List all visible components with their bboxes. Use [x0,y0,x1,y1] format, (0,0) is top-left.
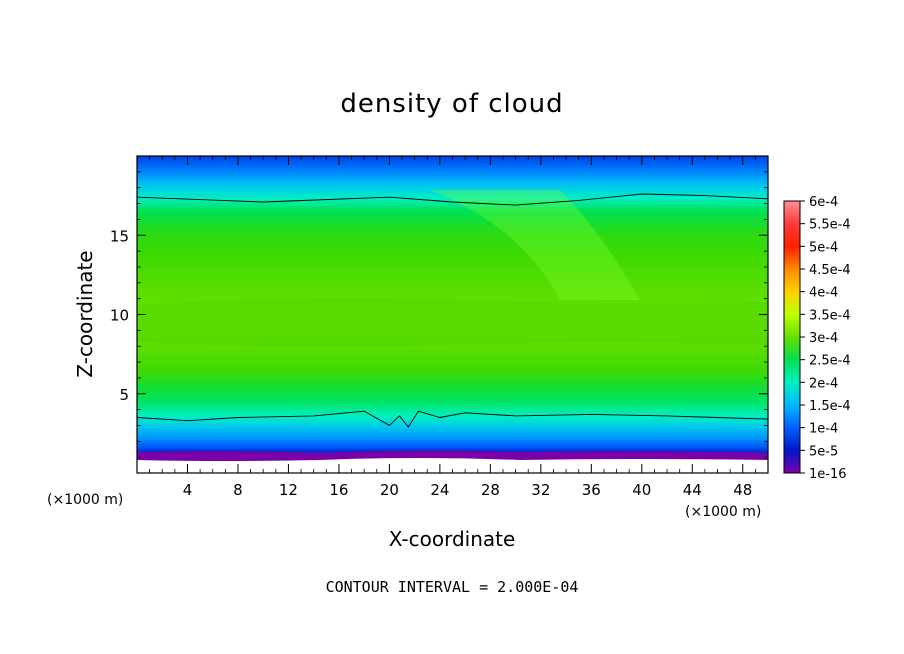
x-tick-label: 20 [380,481,399,499]
colorbar-label: 5e-4 [809,240,838,255]
colorbar-label: 1.5e-4 [809,399,851,414]
x-tick-label: 24 [430,481,449,499]
y-axis-label: Z-coordinate [73,250,97,377]
x-tick-label: 44 [683,481,702,499]
density-field [137,156,768,473]
y-axis-ticks: 5 10 15 [110,171,768,458]
x-tick-label: 28 [481,481,500,499]
contour-line-upper [137,193,768,206]
colorbar-label: 2.5e-4 [809,354,851,369]
x-axis-label: X-coordinate [389,527,516,551]
colorbar-bar [783,200,801,474]
colorbar-label: 2e-4 [809,376,838,391]
y-tick-label: 5 [119,386,129,404]
y-tick-label: 15 [110,227,129,245]
x-tick-label: 48 [733,481,752,499]
contour-line-lower [137,410,768,428]
density-field-surface-layer [137,450,768,461]
colorbar-label: 6e-4 [809,195,838,210]
density-field-base [137,156,768,473]
contour-interval-note: CONTOUR INTERVAL = 2.000E-04 [326,578,579,596]
x-tick-label: 32 [531,481,550,499]
x-tick-label: 40 [632,481,651,499]
contour-lines [137,193,768,428]
y-tick-label: 10 [110,307,129,325]
colorbar-label: 3e-4 [809,331,838,346]
density-field-deep-band [137,298,768,347]
x-axis-ticks: 4 8 12 16 20 24 28 32 36 40 44 48 [149,156,756,499]
x-tick-label: 4 [183,481,193,499]
colorbar-label: 5.5e-4 [809,218,851,233]
x-axis-unit: (×1000 m) [685,504,761,520]
x-tick-label: 12 [279,481,298,499]
x-tick-label: 8 [233,481,243,499]
colorbar-label: 4e-4 [809,286,838,301]
density-field-light-region [430,190,640,300]
x-tick-label: 36 [582,481,601,499]
colorbar-label: 1e-16 [809,467,847,482]
colorbar-labels: 6e-4 5.5e-4 5e-4 4.5e-4 4e-4 3.5e-4 3e-4 2.5e-4… [800,195,851,482]
colorbar-label: 1e-4 [809,422,838,437]
x-tick-label: 16 [329,481,348,499]
chart-title: density of cloud [340,89,563,119]
colorbar: 6e-4 5.5e-4 5e-4 4.5e-4 4e-4 3.5e-4 3e-4 2.5e-4… [783,195,851,482]
colorbar-label: 3.5e-4 [809,308,851,323]
y-axis-unit: (×1000 m) [47,492,123,508]
density-field-ground-purple [137,458,768,473]
colorbar-label: 5e-5 [809,444,838,459]
colorbar-label: 4.5e-4 [809,263,851,278]
